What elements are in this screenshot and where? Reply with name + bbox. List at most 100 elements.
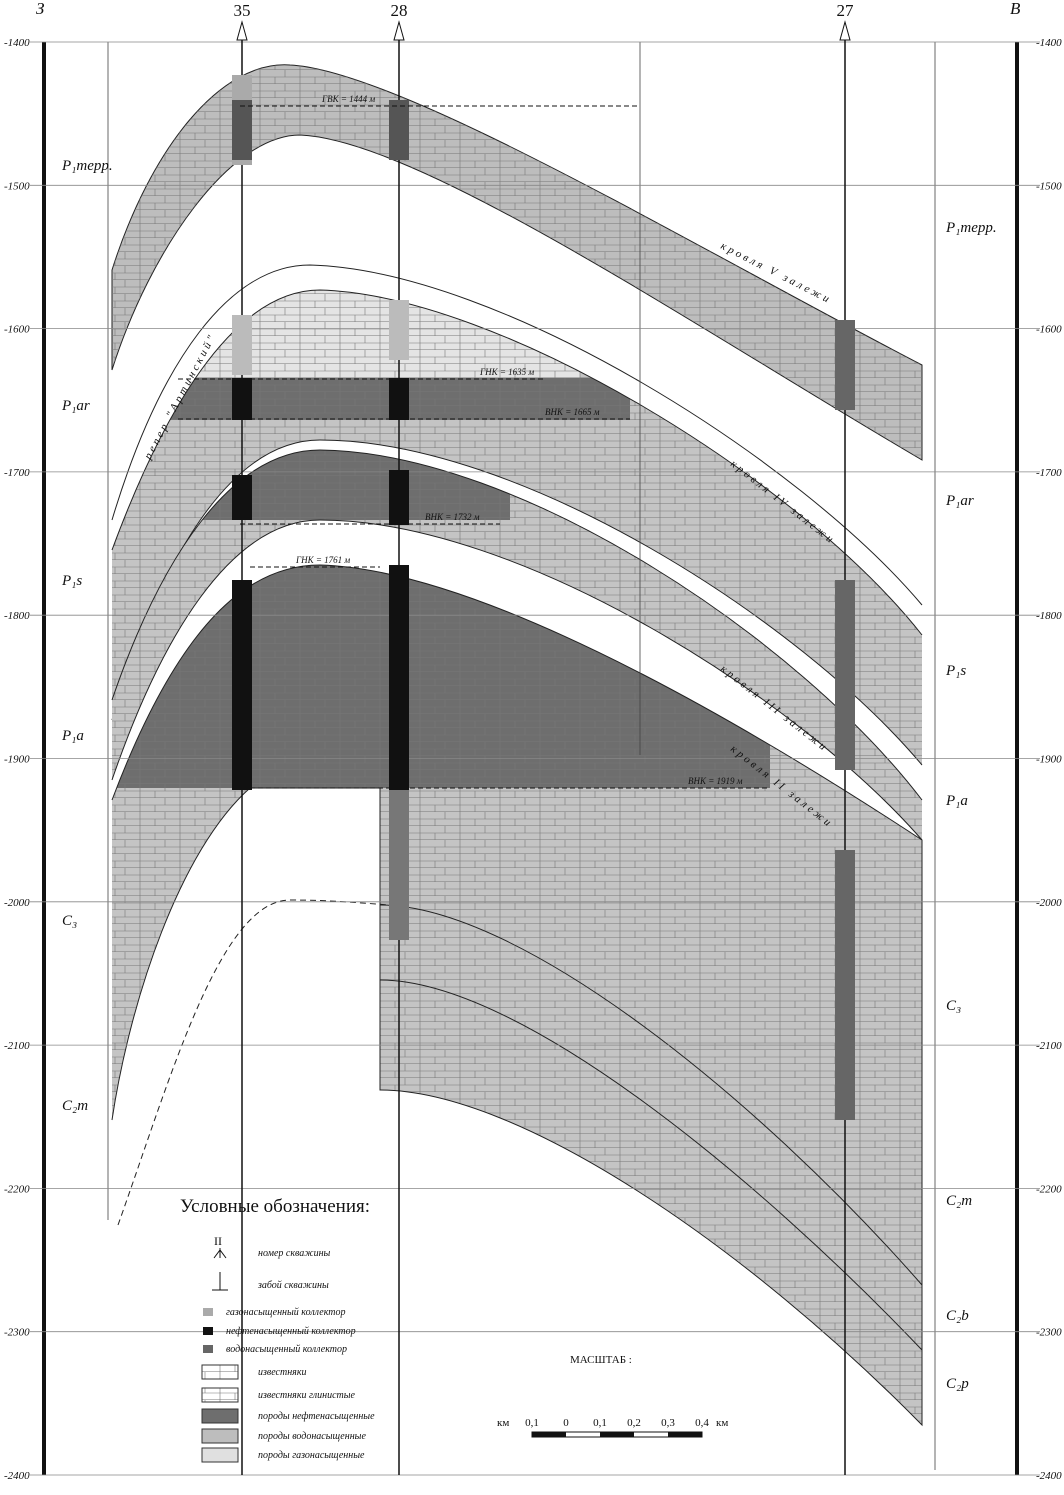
scale-segment xyxy=(600,1432,634,1437)
contact-label: ВНК = 1665 м xyxy=(545,407,600,417)
strata-label-right: C₂b xyxy=(946,1308,969,1324)
scale-title: МАСШТАБ : xyxy=(570,1354,632,1366)
depth-label-right: -2100 xyxy=(1036,1040,1062,1052)
scale-unit: км xyxy=(497,1417,509,1429)
depth-label-left: -1900 xyxy=(4,754,30,766)
well-marker xyxy=(393,20,405,41)
legend-item: нефтенасыщенный коллектор xyxy=(226,1326,356,1337)
well-interval xyxy=(232,100,252,160)
well-interval xyxy=(232,580,252,790)
legend-item: известняки глинистые xyxy=(258,1390,356,1401)
well-interval xyxy=(389,378,409,420)
scale-mark: 0,2 xyxy=(627,1417,641,1429)
legend-item: породы газонасыщенные xyxy=(258,1450,365,1461)
layers xyxy=(107,42,936,1470)
depth-label-right: -1800 xyxy=(1036,610,1062,622)
strata-label-right: P₁ar xyxy=(945,493,974,509)
depth-label-left: -1500 xyxy=(4,180,30,192)
depth-label-right: -2200 xyxy=(1036,1183,1062,1195)
legend-swatch xyxy=(203,1345,213,1353)
well-label: 35 xyxy=(234,1,251,20)
depth-label-left: -2100 xyxy=(4,1040,30,1052)
depth-label-left: -2300 xyxy=(4,1327,30,1339)
depth-label-right: -2000 xyxy=(1036,897,1062,909)
legend-swatch xyxy=(201,1364,239,1380)
depth-label-left: -1700 xyxy=(4,467,30,479)
scale-segment xyxy=(532,1432,566,1437)
legend-swatch xyxy=(201,1447,239,1463)
legend-item: породы водонасыщенные xyxy=(258,1431,366,1442)
legend-well-icon xyxy=(212,1248,228,1291)
depth-label-right: -1500 xyxy=(1036,180,1062,192)
artinsky-marker xyxy=(111,264,923,606)
depth-label-left: -1600 xyxy=(4,324,30,336)
legend-item: породы нефтенасыщенные xyxy=(258,1411,375,1422)
legend-title: Условные обозначения: xyxy=(180,1196,370,1217)
well-interval xyxy=(389,565,409,790)
scale-mark: 0,3 xyxy=(661,1417,675,1429)
contact-label: ВНК = 1919 м xyxy=(688,776,743,786)
well-interval xyxy=(389,790,409,940)
well-interval xyxy=(389,300,409,360)
boundary-lines xyxy=(107,42,936,1470)
legend-item: газонасыщенный коллектор xyxy=(226,1307,346,1318)
dashed-boundary xyxy=(117,899,391,1226)
strata-label-left: P₁a xyxy=(61,728,84,744)
scale-mark: 0,4 xyxy=(695,1417,709,1429)
depth-label-left: -1800 xyxy=(4,610,30,622)
legend-swatch xyxy=(201,1387,239,1403)
well-interval xyxy=(835,320,855,410)
contact-label: ГВК = 1444 м xyxy=(321,94,375,104)
strata-label-left: C₃ xyxy=(62,913,77,929)
well-marker xyxy=(839,20,851,41)
depth-label-left: -2000 xyxy=(4,897,30,909)
scale-mark: 0,1 xyxy=(525,1417,539,1429)
legend-swatch xyxy=(201,1408,239,1424)
depth-label-right: -2400 xyxy=(1036,1470,1062,1482)
well-interval xyxy=(389,470,409,525)
internal-boundary xyxy=(379,904,923,1351)
layer-ii-outline xyxy=(111,564,923,1427)
legend-item: забой скважины xyxy=(257,1280,329,1291)
strata-label-right: C₃ xyxy=(946,998,961,1014)
depth-label-left: -2200 xyxy=(4,1183,30,1195)
legend-well-symbol: II xyxy=(214,1234,222,1248)
well-interval xyxy=(232,315,252,375)
scale-segment xyxy=(668,1432,702,1437)
legend-swatch xyxy=(203,1308,213,1316)
legend-item: водонасыщенный коллектор xyxy=(226,1344,347,1355)
scale-unit: км xyxy=(716,1417,728,1429)
layer-iii-outline xyxy=(111,449,923,841)
west-label: З xyxy=(36,0,45,18)
east-label: В xyxy=(1010,0,1021,18)
legend-swatch xyxy=(201,1428,239,1444)
well-interval xyxy=(835,580,855,770)
strata-label-right: C₂m xyxy=(946,1193,972,1209)
legend-item: известняки xyxy=(258,1367,307,1378)
well-interval xyxy=(232,475,252,520)
contact-label: ГНК = 1761 м xyxy=(295,555,350,565)
contact-label: ВНК = 1732 м xyxy=(425,512,480,522)
well-interval xyxy=(389,100,409,160)
well-label: 28 xyxy=(391,1,408,20)
strata-label-right: P₁терр. xyxy=(945,220,997,236)
depth-label-right: -2300 xyxy=(1036,1327,1062,1339)
strata-label-left: P₁s xyxy=(61,573,82,589)
strata-label-left: C₂m xyxy=(62,1098,88,1114)
scale-mark: 0 xyxy=(563,1417,569,1429)
strata-label-left: P₁терр. xyxy=(61,158,113,174)
legend-swatch xyxy=(203,1327,213,1335)
well-interval xyxy=(835,850,855,1120)
strata-label-left: P₁ar xyxy=(61,398,90,414)
strata-label-right: P₁a xyxy=(945,793,968,809)
well-label: 27 xyxy=(837,1,855,20)
depth-label-left: -1400 xyxy=(4,37,30,49)
well-interval xyxy=(232,378,252,420)
depth-label-left: -2400 xyxy=(4,1470,30,1482)
contact-label: ГНК = 1635 м xyxy=(479,367,534,377)
well-marker xyxy=(236,20,248,41)
strata-label-right: C₂p xyxy=(946,1376,969,1392)
scale-mark: 0,1 xyxy=(593,1417,607,1429)
depth-label-right: -1400 xyxy=(1036,37,1062,49)
